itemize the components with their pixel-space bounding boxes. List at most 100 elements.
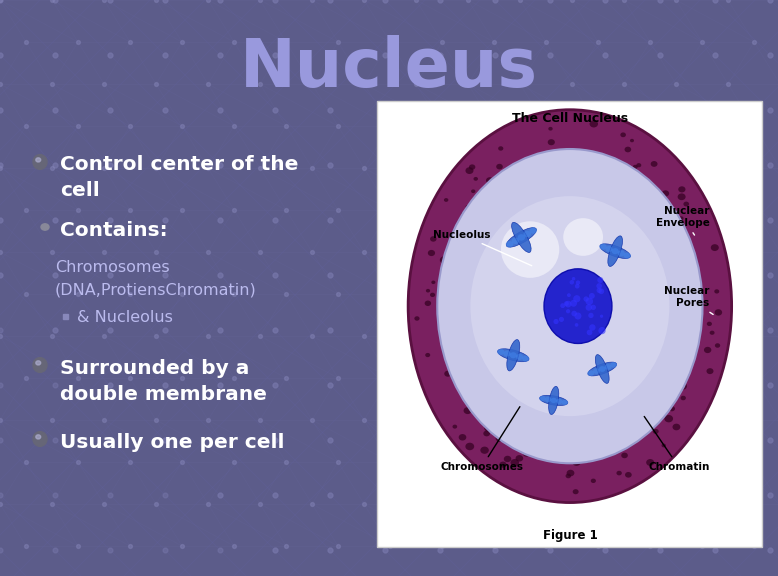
Ellipse shape	[524, 231, 531, 237]
Ellipse shape	[544, 269, 612, 343]
Ellipse shape	[539, 396, 545, 401]
Text: Chromosomes: Chromosomes	[440, 407, 524, 472]
Ellipse shape	[573, 458, 580, 466]
Ellipse shape	[444, 371, 451, 377]
Ellipse shape	[564, 301, 569, 306]
Ellipse shape	[545, 397, 552, 402]
Ellipse shape	[610, 362, 617, 367]
Text: Chromatin: Chromatin	[644, 416, 710, 472]
Ellipse shape	[559, 317, 564, 322]
Ellipse shape	[608, 236, 622, 267]
Bar	[377, 101, 762, 547]
Text: Control center of the: Control center of the	[60, 156, 299, 175]
Ellipse shape	[453, 425, 457, 429]
Ellipse shape	[430, 293, 435, 297]
Ellipse shape	[471, 196, 669, 416]
Ellipse shape	[574, 313, 581, 320]
Ellipse shape	[510, 352, 517, 358]
Ellipse shape	[584, 297, 589, 302]
Ellipse shape	[587, 370, 594, 376]
Ellipse shape	[565, 301, 571, 308]
Ellipse shape	[605, 246, 612, 252]
Ellipse shape	[506, 241, 513, 248]
Ellipse shape	[560, 303, 565, 308]
Ellipse shape	[661, 444, 666, 448]
Ellipse shape	[572, 277, 575, 281]
Ellipse shape	[598, 277, 603, 283]
Ellipse shape	[496, 164, 503, 169]
Ellipse shape	[480, 446, 489, 454]
Ellipse shape	[678, 194, 685, 200]
Ellipse shape	[512, 237, 519, 244]
Ellipse shape	[408, 109, 731, 502]
Ellipse shape	[498, 146, 503, 151]
Ellipse shape	[36, 158, 40, 162]
Ellipse shape	[430, 236, 436, 242]
Ellipse shape	[715, 343, 720, 348]
Ellipse shape	[625, 472, 632, 478]
Ellipse shape	[569, 280, 574, 285]
Ellipse shape	[678, 186, 685, 192]
Ellipse shape	[653, 429, 659, 434]
Ellipse shape	[570, 300, 577, 307]
Ellipse shape	[588, 362, 617, 376]
Ellipse shape	[600, 244, 630, 259]
Ellipse shape	[704, 347, 711, 353]
Ellipse shape	[465, 443, 474, 450]
Ellipse shape	[501, 221, 559, 278]
Ellipse shape	[503, 351, 510, 357]
Ellipse shape	[516, 354, 523, 360]
Ellipse shape	[683, 202, 689, 206]
Ellipse shape	[575, 284, 580, 289]
Ellipse shape	[556, 399, 562, 404]
Ellipse shape	[715, 309, 722, 316]
Ellipse shape	[33, 154, 47, 169]
Ellipse shape	[573, 295, 580, 302]
Text: (DNA,ProtiensChromatin): (DNA,ProtiensChromatin)	[55, 282, 257, 297]
Text: cell: cell	[60, 181, 100, 200]
Ellipse shape	[496, 434, 504, 442]
Ellipse shape	[650, 161, 657, 167]
Ellipse shape	[426, 353, 430, 357]
Ellipse shape	[440, 256, 449, 264]
Ellipse shape	[459, 434, 466, 441]
Ellipse shape	[664, 415, 673, 422]
Ellipse shape	[512, 222, 531, 252]
Ellipse shape	[612, 248, 619, 254]
Ellipse shape	[510, 459, 519, 466]
Ellipse shape	[575, 323, 578, 327]
Ellipse shape	[446, 361, 453, 367]
Ellipse shape	[647, 459, 654, 466]
Ellipse shape	[502, 173, 507, 177]
Ellipse shape	[567, 293, 571, 297]
Ellipse shape	[586, 304, 592, 310]
Ellipse shape	[599, 366, 605, 372]
Ellipse shape	[36, 435, 40, 439]
Ellipse shape	[468, 209, 473, 213]
Text: Nuclear
Envelope: Nuclear Envelope	[656, 206, 710, 235]
Ellipse shape	[431, 281, 436, 284]
Ellipse shape	[669, 406, 675, 411]
Ellipse shape	[618, 251, 625, 256]
Ellipse shape	[548, 127, 552, 131]
Ellipse shape	[597, 288, 602, 293]
Ellipse shape	[540, 395, 568, 406]
Ellipse shape	[471, 190, 475, 193]
Text: Surrounded by a: Surrounded by a	[60, 358, 250, 377]
Ellipse shape	[622, 453, 628, 458]
Ellipse shape	[428, 250, 435, 256]
Ellipse shape	[538, 454, 546, 460]
Ellipse shape	[426, 289, 430, 293]
Ellipse shape	[620, 132, 626, 137]
Ellipse shape	[593, 368, 600, 374]
Ellipse shape	[571, 310, 577, 316]
Text: Nucleus: Nucleus	[240, 35, 538, 101]
Ellipse shape	[33, 358, 47, 372]
Ellipse shape	[498, 349, 529, 362]
Ellipse shape	[465, 167, 474, 174]
Ellipse shape	[624, 252, 631, 259]
Text: Chromosomes: Chromosomes	[55, 260, 170, 275]
Ellipse shape	[573, 489, 579, 494]
Ellipse shape	[484, 425, 492, 431]
Ellipse shape	[609, 450, 615, 454]
